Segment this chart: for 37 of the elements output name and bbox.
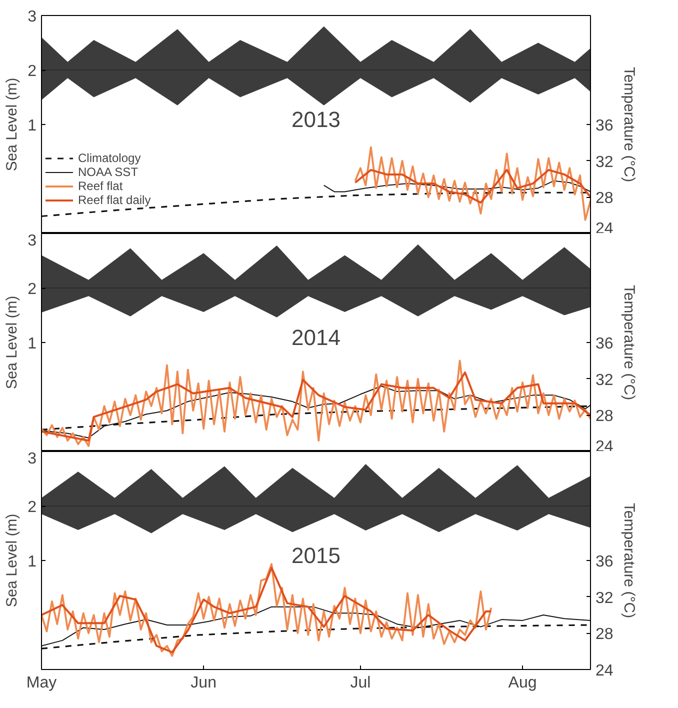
y2-tick-label: 36 <box>596 118 614 134</box>
y2-tick-label: 36 <box>596 336 614 352</box>
y-tick-label: 2 <box>28 281 37 298</box>
x-tick-label: Jun <box>190 674 216 692</box>
x-tick-label: Aug <box>508 674 537 692</box>
legend-label: Climatology <box>78 151 141 165</box>
y-tick-label: 3 <box>28 8 37 26</box>
text: 2015 <box>292 543 340 568</box>
legend-label: Reef flat daily <box>78 193 151 207</box>
y-axis-title: Sea Level (m) <box>4 514 21 608</box>
y-tick-label: 3 <box>28 232 37 250</box>
y-tick-label: 1 <box>28 336 37 352</box>
text: 2013 <box>292 107 340 132</box>
y2-tick-label: 28 <box>596 408 614 426</box>
text: 2014 <box>292 325 340 350</box>
y2-tick-label: 32 <box>596 154 614 171</box>
y-tick-label: 3 <box>28 450 37 468</box>
x-tick-label: May <box>26 674 57 692</box>
y2-tick-label: 32 <box>596 372 614 389</box>
legend-label: Reef flat <box>78 179 123 193</box>
y-tick-label: 1 <box>28 118 37 134</box>
line-series <box>42 606 590 646</box>
y-axis-title: Sea Level (m) <box>4 78 21 172</box>
y-tick-label: 2 <box>28 499 37 516</box>
y2-axis-title: Temperature (°C) <box>620 66 638 182</box>
y2-tick-label: 28 <box>596 190 614 208</box>
y2-tick-label: 24 <box>596 662 614 680</box>
y-tick-label: 2 <box>28 63 37 80</box>
y-tick-label: 1 <box>28 554 37 570</box>
y2-tick-label: 36 <box>596 554 614 570</box>
y2-axis-title: Temperature (°C) <box>620 502 638 618</box>
y-axis-title: Sea Level (m) <box>4 296 21 390</box>
x-tick-label: Jul <box>350 674 371 692</box>
y2-tick-label: 32 <box>596 590 614 607</box>
y2-tick-label: 28 <box>596 626 614 644</box>
y2-axis-title: Temperature (°C) <box>620 284 638 400</box>
legend-label: NOAA SST <box>78 165 138 179</box>
